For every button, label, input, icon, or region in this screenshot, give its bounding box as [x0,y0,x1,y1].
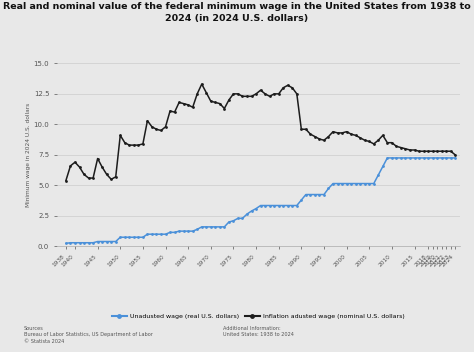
Text: Sources
Bureau of Labor Statistics, US Department of Labor
© Statista 2024: Sources Bureau of Labor Statistics, US D… [24,326,153,344]
Y-axis label: Minimum wage in 2024 U.S. dollars: Minimum wage in 2024 U.S. dollars [26,103,31,207]
Legend: Unadusted wage (real U.S. dollars), Inflation adusted wage (nominal U.S. dollars: Unadusted wage (real U.S. dollars), Infl… [112,314,405,319]
Text: Additional Information:
United States: 1938 to 2024: Additional Information: United States: 1… [223,326,294,337]
Text: Real and nominal value of the federal minimum wage in the United States from 193: Real and nominal value of the federal mi… [3,2,471,23]
